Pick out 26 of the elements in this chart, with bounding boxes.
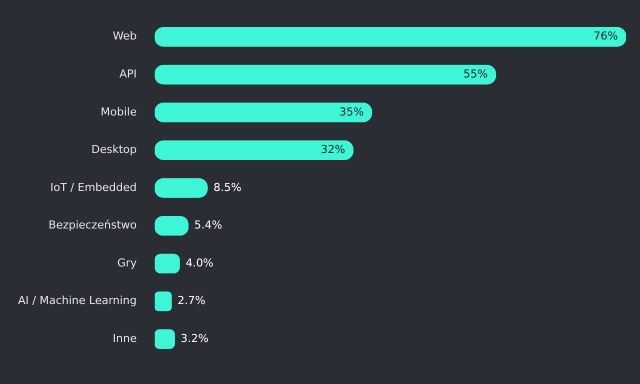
y-tick-label: API [119,68,137,81]
y-tick-label: IoT / Embedded [50,180,137,194]
bar [154,254,180,274]
data-label: 32% [320,143,346,156]
y-tick-label: Gry [117,256,138,270]
bar [154,64,496,84]
bar [154,102,372,122]
data-label: 55% [463,68,488,81]
y-tick-label: Desktop [91,143,137,156]
data-label: 4.0% [186,256,214,270]
bar [154,329,175,349]
y-tick-label: Mobile [100,105,137,118]
bar [154,292,172,312]
data-label: 8.5% [213,180,242,194]
data-label: 2.7% [178,294,206,308]
data-label: 76% [594,30,618,43]
bar [154,178,208,198]
y-tick-label: AI / Machine Learning [18,294,137,308]
data-label: 3.2% [180,332,209,345]
bar [154,27,626,47]
y-tick-label: Web [112,30,137,43]
data-label: 35% [339,105,364,118]
y-tick-label: Inne [112,332,137,345]
y-tick-label: Bezpieczeństwo [48,218,138,232]
data-label: 5.4% [194,218,222,232]
bar [154,140,354,160]
